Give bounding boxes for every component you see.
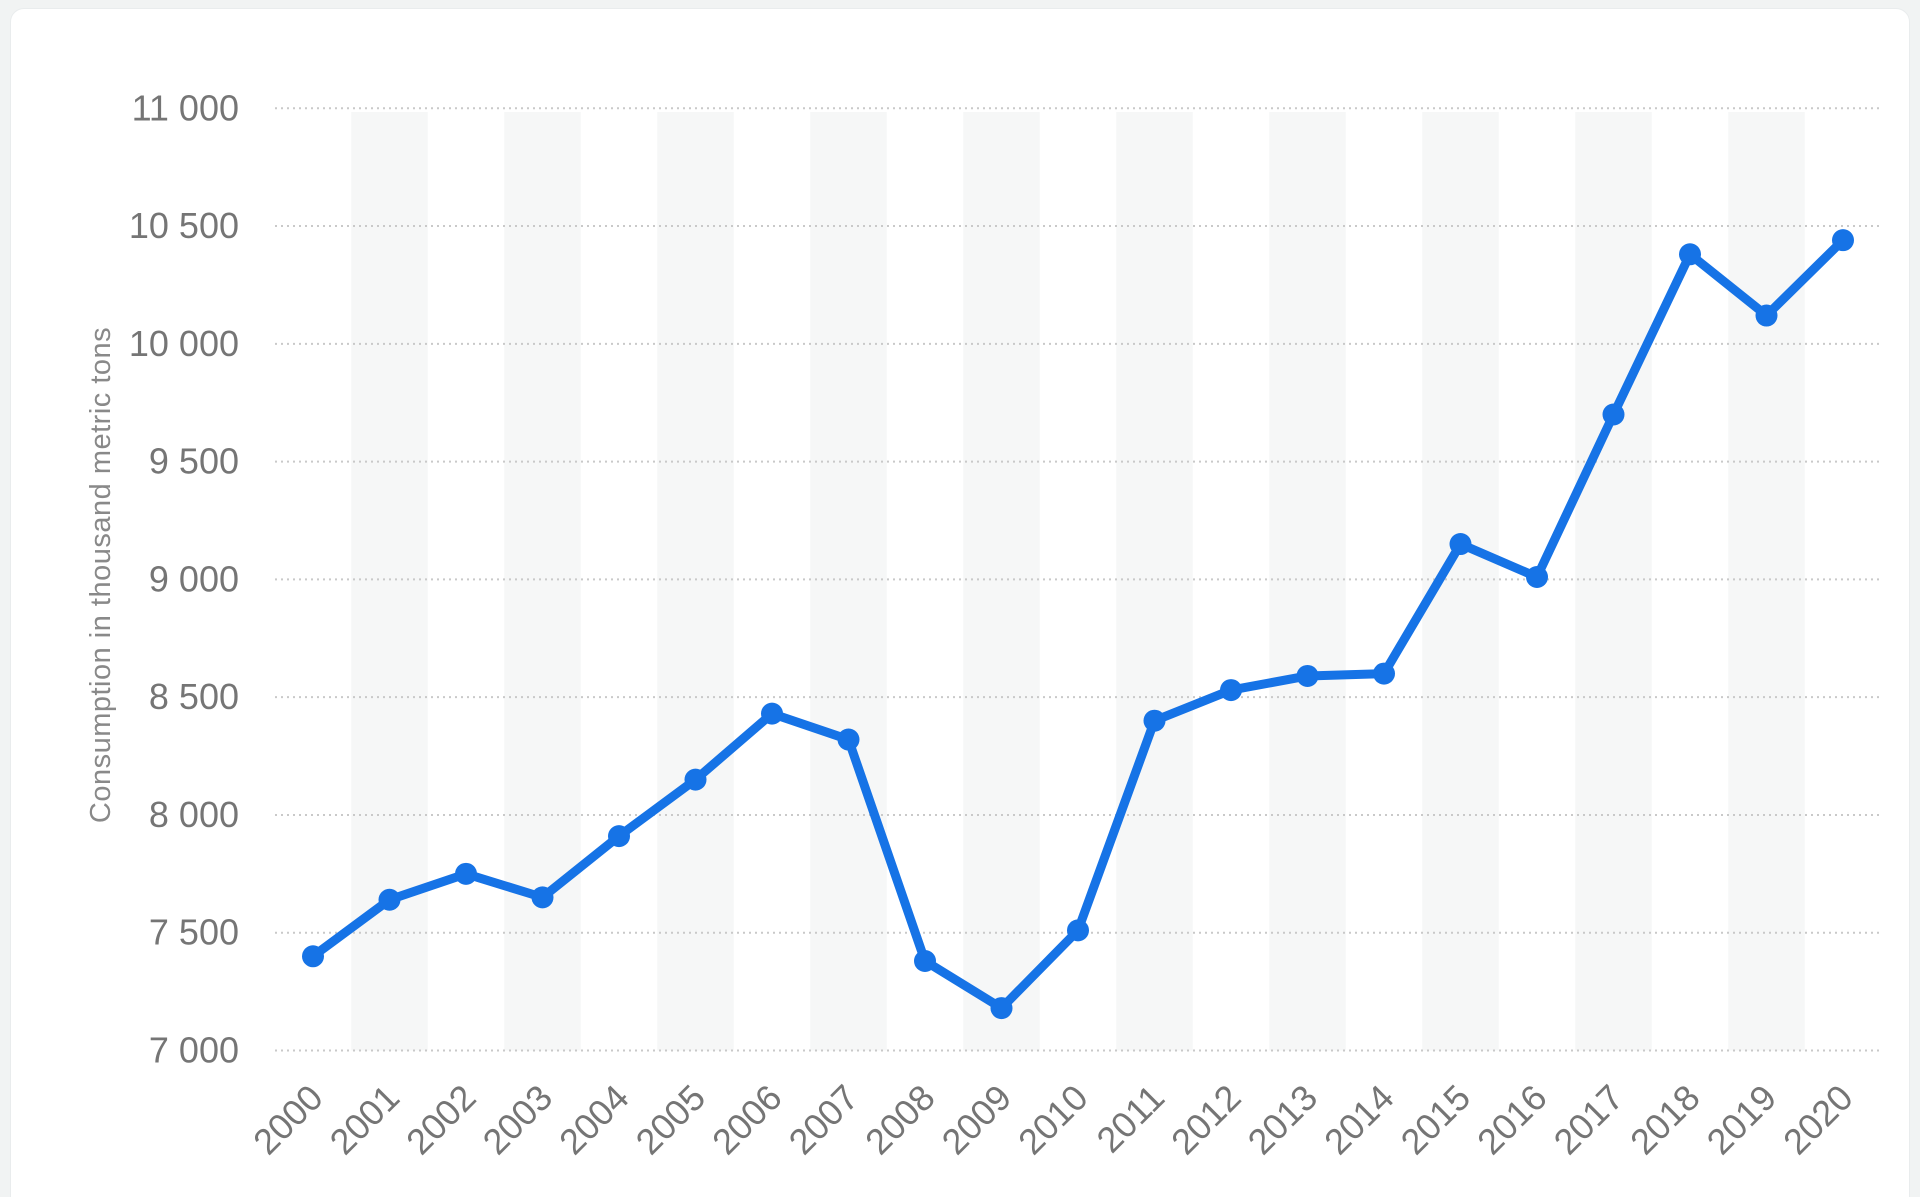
data-point-2000[interactable]: [302, 945, 324, 968]
data-point-2009[interactable]: [990, 997, 1013, 1020]
x-tick-label-2012: 2012: [1163, 1077, 1249, 1163]
year-band-2017: [1575, 112, 1652, 1051]
x-tick-label-2011: 2011: [1088, 1077, 1172, 1161]
x-tick-label-2002: 2002: [398, 1077, 484, 1163]
x-tick-label-2017: 2017: [1546, 1077, 1632, 1163]
y-tick-label-8000: 8 000: [149, 794, 239, 835]
data-point-2012[interactable]: [1220, 679, 1242, 702]
data-point-2006[interactable]: [761, 702, 783, 725]
x-tick-label-2004: 2004: [551, 1077, 637, 1163]
y-tick-label-7000: 7 000: [149, 1030, 239, 1071]
y-tick-label-10000: 10 000: [129, 323, 239, 364]
x-tick-label-2016: 2016: [1469, 1077, 1555, 1163]
data-point-2005[interactable]: [684, 768, 707, 791]
y-tick-label-9000: 9 000: [149, 558, 239, 599]
x-tick-label-2019: 2019: [1699, 1077, 1785, 1163]
x-tick-label-2008: 2008: [857, 1077, 943, 1163]
data-point-2016[interactable]: [1526, 566, 1548, 589]
x-tick-label-2001: 2001: [322, 1077, 408, 1163]
data-point-2011[interactable]: [1143, 709, 1166, 732]
data-point-2013[interactable]: [1296, 664, 1319, 687]
horizontal-gridlines: [275, 107, 1881, 1052]
x-tick-label-2018: 2018: [1622, 1077, 1708, 1163]
y-tick-label-10500: 10 500: [129, 205, 239, 246]
x-tick-label-2013: 2013: [1240, 1077, 1326, 1163]
x-tick-label-2007: 2007: [781, 1077, 867, 1163]
data-point-2018[interactable]: [1679, 243, 1701, 266]
data-point-2007[interactable]: [837, 728, 860, 751]
data-point-2004[interactable]: [608, 825, 630, 848]
y-tick-label-9500: 9 500: [149, 441, 239, 482]
data-point-2020[interactable]: [1832, 229, 1854, 252]
x-tick-label-2000: 2000: [245, 1077, 331, 1163]
y-axis-title: Consumption in thousand metric tons: [85, 327, 117, 823]
x-tick-label-2005: 2005: [628, 1077, 714, 1163]
y-tick-label-7500: 7 500: [149, 912, 239, 953]
data-point-2017[interactable]: [1602, 403, 1625, 426]
x-tick-label-2014: 2014: [1316, 1077, 1402, 1163]
year-band-2013: [1269, 112, 1346, 1051]
x-tick-label-2015: 2015: [1393, 1077, 1479, 1163]
data-point-2002[interactable]: [455, 862, 477, 885]
year-band-2019: [1728, 112, 1805, 1051]
year-band-2011: [1116, 112, 1193, 1051]
y-tick-label-8500: 8 500: [149, 676, 239, 717]
x-axis-year-labels: 2000200120022003200420052006200720082009…: [245, 1077, 1861, 1163]
y-tick-label-11000: 11 000: [132, 87, 239, 128]
year-band-2005: [657, 112, 734, 1051]
data-point-2019[interactable]: [1755, 304, 1778, 327]
data-point-2003[interactable]: [531, 886, 554, 909]
data-point-2001[interactable]: [378, 888, 401, 911]
year-band-2009: [963, 112, 1040, 1051]
data-point-2014[interactable]: [1373, 662, 1395, 685]
x-tick-label-2006: 2006: [704, 1077, 790, 1163]
x-tick-label-2010: 2010: [1010, 1077, 1096, 1163]
data-point-2015[interactable]: [1449, 533, 1472, 556]
year-band-2003: [504, 112, 581, 1051]
data-point-2010[interactable]: [1067, 919, 1089, 942]
x-tick-label-2009: 2009: [934, 1077, 1020, 1163]
background-year-bands: [351, 112, 1805, 1051]
data-series: [302, 229, 1854, 1020]
year-band-2007: [810, 112, 887, 1051]
x-tick-label-2003: 2003: [475, 1077, 561, 1163]
y-axis-tick-labels: 7 000 7 500 8 000 8 500 9 000 9 500 10 000 10 5…: [129, 87, 239, 1070]
x-tick-label-2020: 2020: [1775, 1077, 1861, 1163]
data-point-2008[interactable]: [914, 949, 936, 972]
